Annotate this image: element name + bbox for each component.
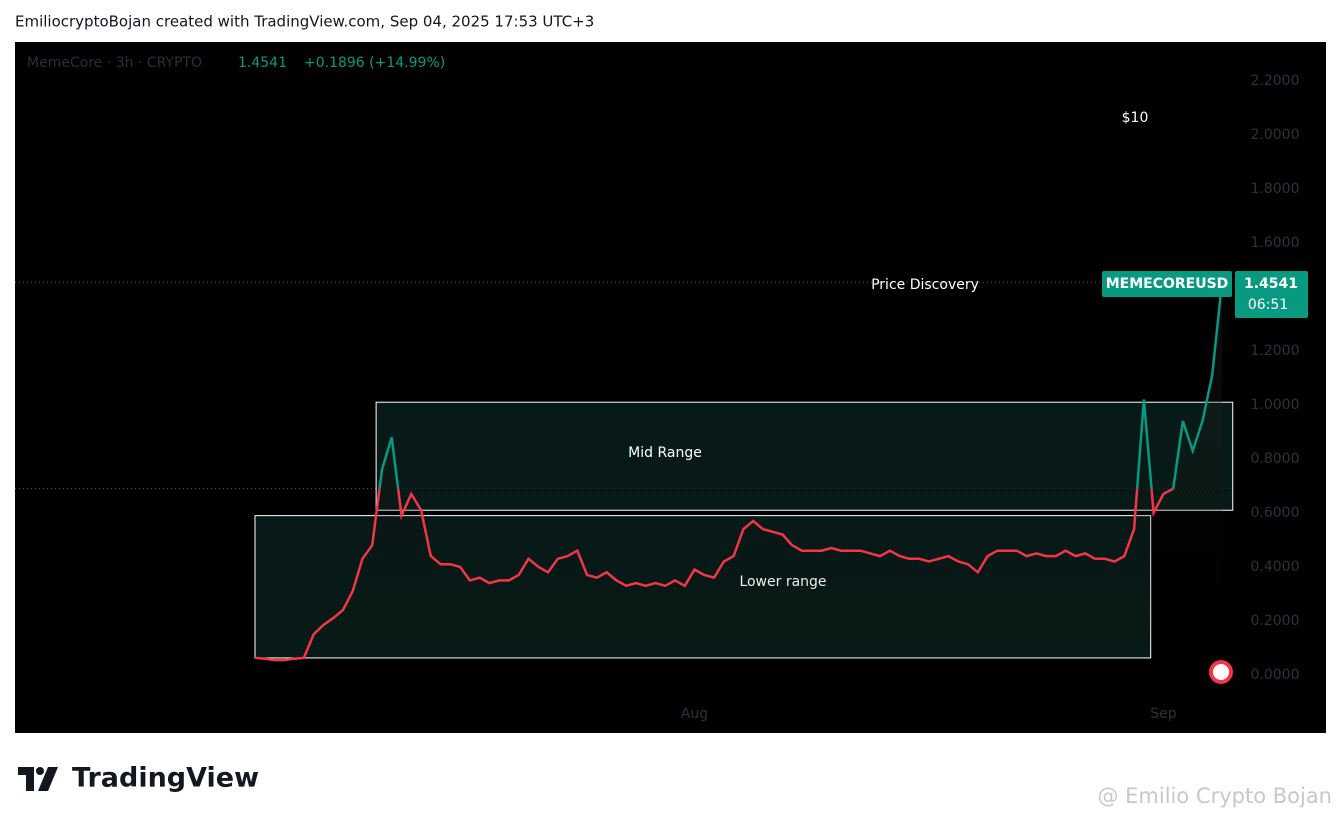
legend-change: +0.1896 (+14.99%) [304, 55, 445, 71]
y-tick-label: 1.2000 [1251, 343, 1300, 359]
tv-logo [18, 767, 58, 791]
brand: TradingView [72, 763, 259, 794]
zone-label: Mid Range [628, 445, 702, 461]
x-tick-label: Sep [1150, 706, 1177, 722]
symbol-tag [1102, 271, 1232, 297]
y-tick-label: 0.4000 [1251, 559, 1300, 575]
y-tick-label: 1.6000 [1251, 235, 1300, 251]
y-tick-label: 0.2000 [1251, 613, 1300, 629]
y-tick-label: 0.0000 [1251, 667, 1300, 683]
price-tag [1235, 271, 1308, 318]
y-tick-label: 2.2000 [1251, 73, 1300, 89]
flag-icon [1209, 660, 1233, 684]
y-tick-label: 0.8000 [1251, 451, 1300, 467]
y-tick-label: 2.0000 [1251, 127, 1300, 143]
range-zone [375, 401, 1234, 511]
symbol-label: MemeCore · 3h · CRYPTO [27, 55, 202, 71]
price-line-below [254, 488, 1175, 662]
plot: 0.0000 0.2000 0.4000 0.6000 0.8000 1.0000 1.20… [15, 73, 1300, 722]
y-tick-label: 1.0000 [1251, 397, 1300, 413]
y-tick-label: 0.6000 [1251, 505, 1300, 521]
annotation: Price Discovery [871, 277, 979, 293]
countdown: 06:51 [1248, 297, 1288, 313]
watermark: @ Emilio Crypto Bojan [1097, 784, 1332, 808]
y-tick-label: 1.8000 [1251, 181, 1300, 197]
header-text: EmiliocryptoBojan created with TradingVi… [15, 13, 594, 31]
x-tick-label: Aug [681, 706, 708, 722]
legend-price: 1.4541 [238, 55, 287, 71]
annotation: $10 [1122, 110, 1149, 126]
line-area [255, 282, 1222, 662]
price-tag-value: 1.4541 [1244, 276, 1298, 292]
symbol-tag-text: MEMECOREUSD [1106, 276, 1229, 292]
